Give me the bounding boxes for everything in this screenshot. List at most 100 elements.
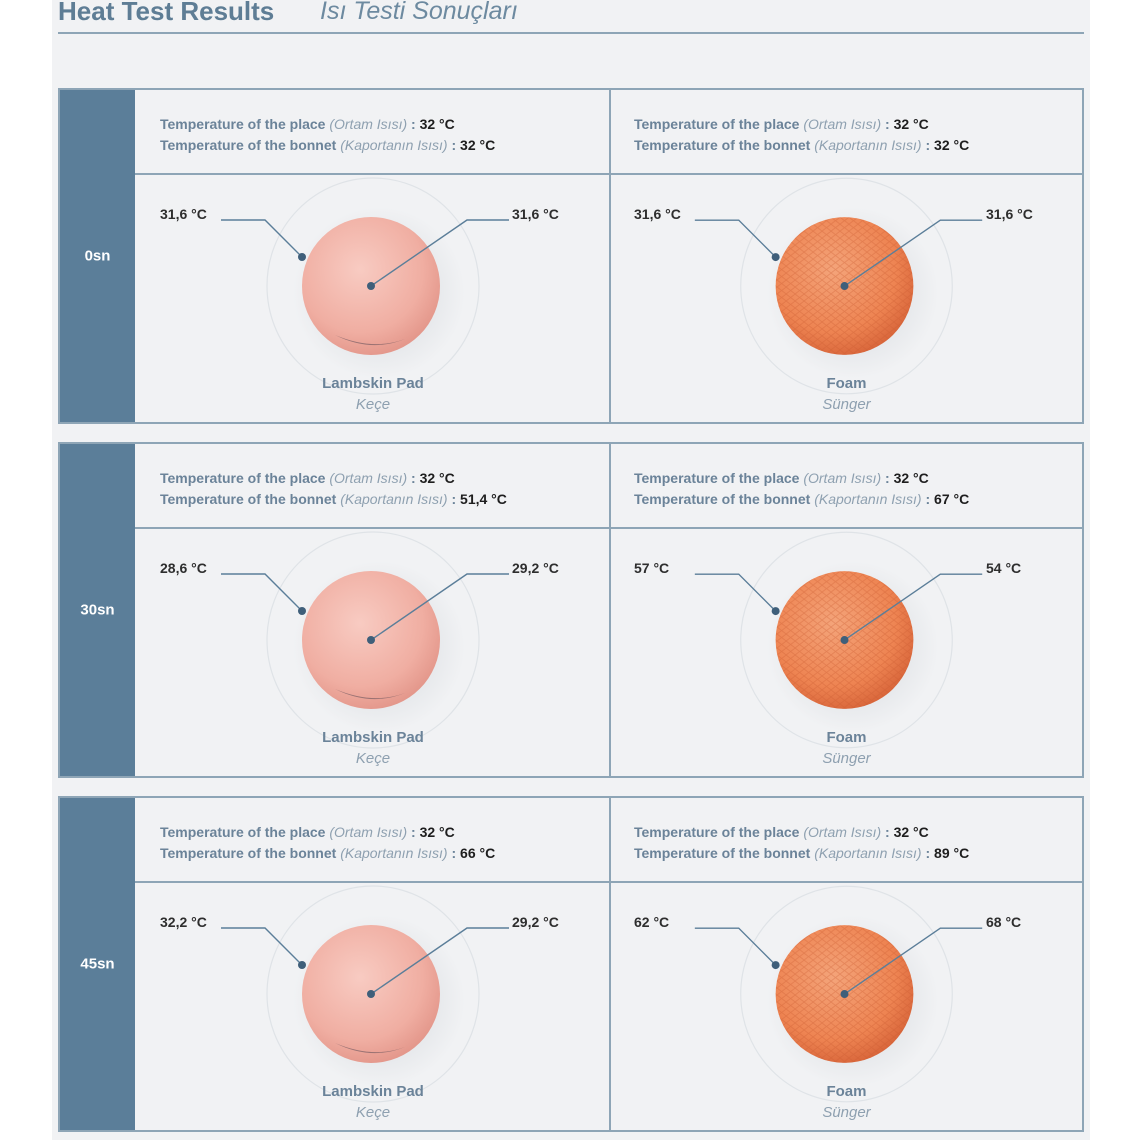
- pad-base-edge: [335, 1043, 405, 1054]
- reading-right: 29,2 °C: [512, 914, 559, 930]
- leader-line-right: [844, 927, 983, 995]
- place-label: Temperature of the place: [634, 116, 800, 132]
- bonnet-temperature-line: Temperature of the bonnet (Kaportanın Is…: [634, 489, 969, 510]
- temperature-info: Temperature of the place (Ortam Isısı) :…: [160, 468, 507, 510]
- place-label: Temperature of the place: [634, 824, 800, 840]
- bonnet-temperature-value: 51,4 °C: [460, 491, 507, 507]
- leader-line-left: [221, 219, 303, 258]
- reading-right: 31,6 °C: [512, 206, 559, 222]
- foam-pad-illustration: [694, 177, 983, 395]
- reading-right: 31,6 °C: [986, 206, 1033, 222]
- place-temperature-value: 32 °C: [419, 824, 455, 840]
- bonnet-temperature-value: 89 °C: [934, 845, 970, 861]
- separator: :: [921, 137, 935, 153]
- separator: :: [921, 491, 935, 507]
- bonnet-label: Temperature of the bonnet: [634, 137, 811, 153]
- pad-name-turkish: Sünger: [822, 1104, 871, 1121]
- bonnet-temperature-value: 32 °C: [460, 137, 496, 153]
- temperature-info: Temperature of the place (Ortam Isısı) :…: [634, 468, 969, 510]
- reading-left: 32,2 °C: [160, 914, 207, 930]
- place-label-turkish: (Ortam Isısı): [329, 824, 408, 840]
- leader-line-right: [370, 927, 509, 995]
- lambskin-panel: Temperature of the place (Ortam Isısı) :…: [137, 444, 609, 776]
- pad-name: Lambskin Pad: [322, 729, 424, 746]
- place-temperature-line: Temperature of the place (Ortam Isısı) :…: [160, 468, 507, 489]
- pad-base-edge: [335, 689, 405, 700]
- bonnet-label: Temperature of the bonnet: [160, 845, 337, 861]
- column-divider: [609, 444, 611, 776]
- reading-left: 31,6 °C: [634, 206, 681, 222]
- page-title-turkish: Isı Testi Sonuçları: [320, 0, 518, 25]
- row-divider: [135, 881, 1082, 883]
- lambskin-pad-illustration: [221, 177, 509, 395]
- bonnet-label-turkish: (Kaportanın Isısı): [340, 137, 448, 153]
- pad-ring: [266, 885, 480, 1103]
- time-column: 30sn: [60, 444, 135, 776]
- leader-dot-center: [367, 282, 375, 290]
- reading-left: 62 °C: [634, 914, 670, 930]
- row-divider: [135, 173, 1082, 175]
- leader-dot-left: [298, 961, 306, 969]
- time-label: 0sn: [84, 247, 111, 265]
- leader-dot-center: [840, 636, 849, 645]
- pad-name: Foam: [826, 375, 867, 392]
- leader-dot-left: [771, 607, 780, 616]
- test-section: 45sn Temperature of the place (Ortam Isıs…: [58, 796, 1084, 1132]
- pad-base-edge: [335, 335, 405, 346]
- leader-dot-center: [840, 282, 849, 291]
- leader-line-left: [694, 219, 777, 258]
- separator: :: [447, 491, 461, 507]
- place-temperature-value: 32 °C: [419, 116, 455, 132]
- page-title: Heat Test Results: [58, 0, 275, 26]
- header-rule: [58, 32, 1084, 34]
- bonnet-label-turkish: (Kaportanın Isısı): [814, 845, 922, 861]
- lambskin-pad-illustration: [221, 531, 509, 749]
- bonnet-label: Temperature of the bonnet: [634, 491, 811, 507]
- separator: :: [447, 845, 461, 861]
- temperature-info: Temperature of the place (Ortam Isısı) :…: [634, 114, 969, 156]
- leader-dot-left: [771, 253, 780, 262]
- pad-ring: [266, 531, 480, 749]
- leader-dot-center: [367, 990, 375, 998]
- separator: :: [407, 824, 420, 840]
- bonnet-temperature-value: 32 °C: [934, 137, 970, 153]
- place-label-turkish: (Ortam Isısı): [803, 116, 882, 132]
- leader-line-left: [694, 927, 777, 966]
- bonnet-temperature-line: Temperature of the bonnet (Kaportanın Is…: [160, 489, 507, 510]
- time-column: 0sn: [60, 90, 135, 422]
- reading-right: 29,2 °C: [512, 560, 559, 576]
- bonnet-temperature-line: Temperature of the bonnet (Kaportanın Is…: [160, 135, 495, 156]
- pad-name-turkish: Keçe: [355, 750, 391, 767]
- pad-name-turkish: Keçe: [355, 1104, 391, 1121]
- reading-left: 31,6 °C: [160, 206, 207, 222]
- page-header: Heat Test Results Isı Testi Sonuçları: [58, 0, 1084, 34]
- separator: :: [921, 845, 935, 861]
- bonnet-label: Temperature of the bonnet: [160, 137, 337, 153]
- place-label: Temperature of the place: [634, 470, 800, 486]
- place-temperature-line: Temperature of the place (Ortam Isısı) :…: [634, 468, 969, 489]
- place-temperature-line: Temperature of the place (Ortam Isısı) :…: [634, 822, 969, 843]
- foam-pad-illustration: [694, 531, 983, 749]
- place-label-turkish: (Ortam Isısı): [329, 470, 408, 486]
- place-temperature-value: 32 °C: [419, 470, 455, 486]
- lambskin-pad-illustration: [221, 885, 509, 1103]
- pad-ring: [740, 531, 953, 749]
- time-column: 45sn: [60, 798, 135, 1130]
- test-section: 0sn Temperature of the place (Ortam Isısı…: [58, 88, 1084, 424]
- leader-line-left: [694, 573, 777, 612]
- time-label: 45sn: [80, 955, 115, 973]
- reading-left: 28,6 °C: [160, 560, 207, 576]
- place-label: Temperature of the place: [160, 470, 326, 486]
- place-temperature-value: 32 °C: [893, 116, 929, 132]
- place-label: Temperature of the place: [160, 824, 326, 840]
- bonnet-label-turkish: (Kaportanın Isısı): [814, 137, 922, 153]
- temperature-info: Temperature of the place (Ortam Isısı) :…: [634, 822, 969, 864]
- place-temperature-value: 32 °C: [893, 470, 929, 486]
- row-divider: [135, 527, 1082, 529]
- foam-panel: Temperature of the place (Ortam Isısı) :…: [611, 90, 1082, 422]
- bonnet-temperature-value: 67 °C: [934, 491, 970, 507]
- time-label: 30sn: [80, 601, 115, 619]
- place-label-turkish: (Ortam Isısı): [803, 470, 882, 486]
- bonnet-label-turkish: (Kaportanın Isısı): [340, 845, 448, 861]
